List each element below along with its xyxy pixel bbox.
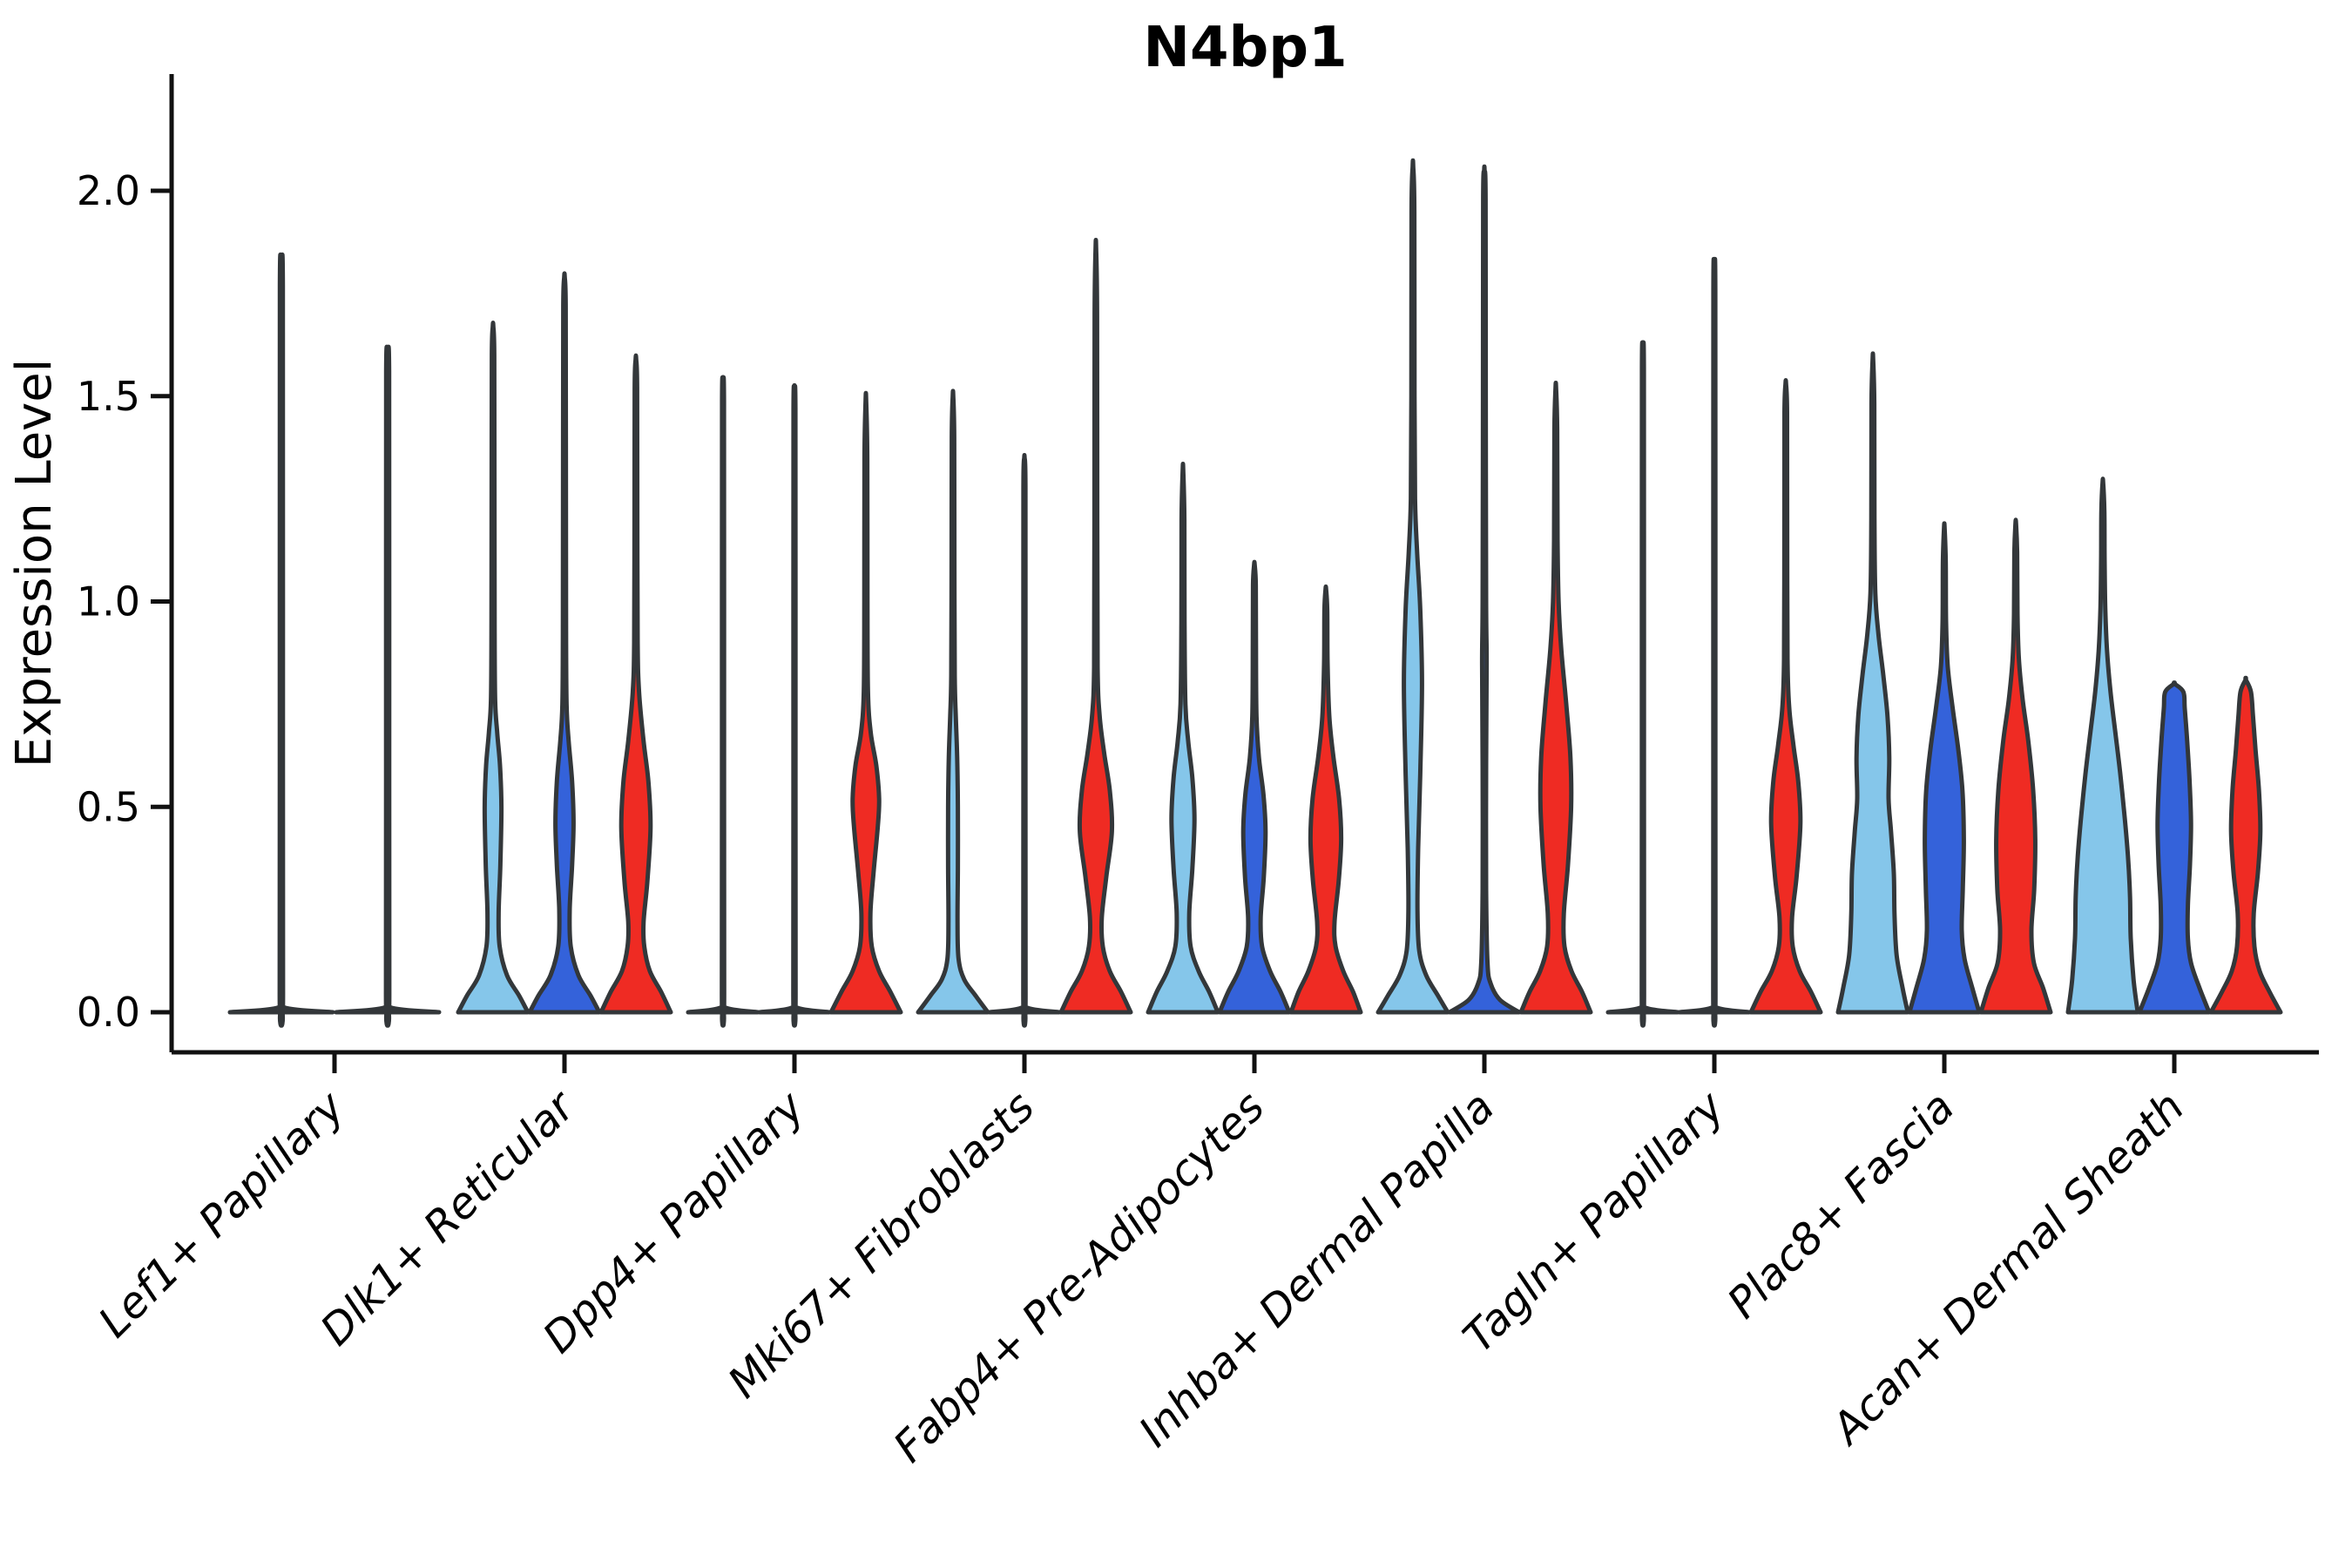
violin-red — [1978, 517, 2053, 1015]
violin-darkblue — [1907, 521, 1982, 1015]
y-axis-label: Expression Level — [6, 359, 63, 768]
violin-red — [1288, 584, 1363, 1015]
violin-lightblue — [2065, 476, 2140, 1015]
y-tick-label: 0.0 — [77, 989, 140, 1036]
violin-lightblue — [1146, 462, 1220, 1015]
x-tick-label: Fabp4+ Pre-Adipocytes — [884, 1082, 1274, 1472]
violin-lightblue — [1375, 158, 1450, 1015]
violin-darkblue — [1677, 256, 1752, 1028]
violin-darkblue — [987, 453, 1062, 1028]
violin-lightblue — [1835, 351, 1910, 1015]
violin-red — [598, 353, 673, 1015]
violin-red — [828, 390, 903, 1015]
x-tick-label: Dlk1+ Reticular — [311, 1080, 585, 1355]
y-tick-label: 0.5 — [77, 783, 140, 830]
violin-lightblue — [227, 252, 335, 1028]
violin-lightblue — [916, 389, 990, 1015]
y-tick-label: 1.5 — [77, 373, 140, 420]
violin-red — [1748, 377, 1823, 1015]
violin-red — [1058, 238, 1133, 1015]
y-tick-label: 1.0 — [77, 578, 140, 625]
violin-red — [1518, 380, 1593, 1015]
violin-darkblue — [757, 382, 832, 1028]
violin-darkblue — [334, 344, 442, 1028]
x-tick-label: Lef1+ Papillary — [89, 1081, 355, 1347]
violin-lightblue — [686, 375, 760, 1028]
violin-darkblue — [1217, 559, 1292, 1015]
violin-lightblue — [456, 320, 531, 1015]
violin-darkblue — [1447, 164, 1522, 1015]
x-tick-label: Plac8+ Fascia — [1718, 1082, 1963, 1328]
violin-lightblue — [1605, 340, 1680, 1028]
violin-darkblue — [527, 271, 602, 1015]
violin-darkblue — [2137, 680, 2212, 1015]
chart-title: N4bp1 — [1143, 16, 1348, 80]
violin-red — [2208, 675, 2283, 1015]
y-tick-label: 2.0 — [77, 167, 140, 214]
